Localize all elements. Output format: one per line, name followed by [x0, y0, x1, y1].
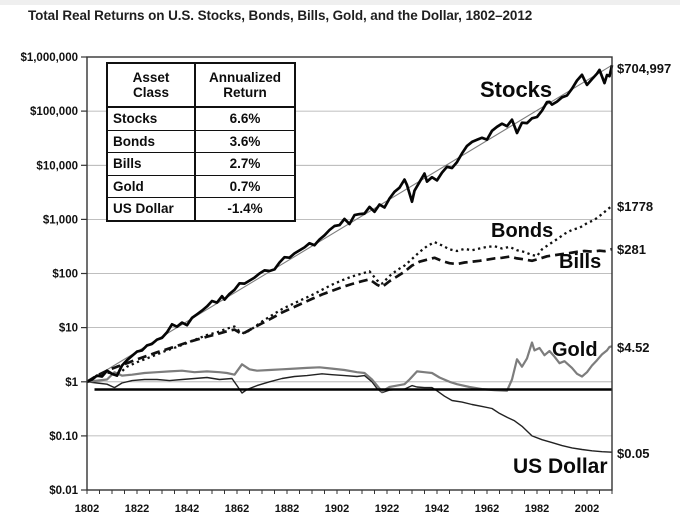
legend-table: Asset Class Annualized Return Stocks 6.6…: [106, 62, 296, 222]
x-axis-tick-label: 1982: [525, 503, 549, 515]
legend-asset-name: Stocks: [108, 108, 196, 130]
y-axis-tick-label: $0.01: [49, 485, 78, 497]
x-axis-tick-label: 1962: [475, 503, 499, 515]
legend-asset-name: Bonds: [108, 130, 196, 152]
us-dollar-end-value-label: $0.05: [617, 446, 650, 461]
bills-series-label: Bills: [559, 251, 602, 273]
legend-asset-return: 3.6%: [229, 133, 261, 149]
y-axis-tick-label: $0.10: [49, 431, 78, 443]
legend-row-bills: Bills 2.7%: [108, 152, 294, 175]
y-axis-tick-label: $1: [65, 377, 78, 389]
x-axis-tick-label: 1862: [225, 503, 249, 515]
legend-header-return-line1: Annualized: [208, 70, 281, 85]
gold-series-label: Gold: [552, 339, 598, 361]
x-axis-tick-label: 2002: [575, 503, 599, 515]
legend-row-stocks: Stocks 6.6%: [108, 108, 294, 130]
stocks-series-label: Stocks: [480, 77, 553, 102]
legend-header-return-line2: Return: [223, 85, 267, 100]
x-axis-tick-label: 1902: [325, 503, 349, 515]
x-axis-tick-label: 1942: [425, 503, 449, 515]
y-axis-tick-label: $100: [52, 269, 78, 281]
legend-row-bonds: Bonds 3.6%: [108, 129, 294, 152]
y-axis-tick-label: $100,000: [30, 106, 78, 118]
x-axis-tick-label: 1922: [375, 503, 399, 515]
y-axis-tick-label: $10: [59, 323, 78, 335]
x-axis-tick-label: 1882: [275, 503, 299, 515]
y-axis-tick-label: $1,000: [43, 214, 78, 226]
legend-row-us-dollar: US Dollar -1.4%: [108, 197, 294, 220]
legend-asset-return: 6.6%: [229, 111, 261, 127]
x-axis-tick-label: 1802: [75, 503, 99, 515]
legend-asset-name: Bills: [108, 153, 196, 175]
legend-asset-return: -1.4%: [227, 201, 263, 217]
legend-asset-name: US Dollar: [108, 198, 196, 220]
legend-table-header: Asset Class Annualized Return: [108, 64, 294, 108]
series-line-bills: [86, 247, 613, 383]
series-line-dollar: [86, 373, 613, 453]
legend-asset-return: 2.7%: [229, 156, 261, 172]
series-line-stocks: [86, 64, 614, 384]
x-axis-tick-label: 1842: [175, 503, 199, 515]
legend-asset-return: 0.7%: [229, 178, 261, 194]
stocks-end-value-label: $704,997: [617, 61, 672, 76]
bills-end-value-label: $281: [617, 242, 646, 257]
top-edge-strip: [0, 0, 680, 5]
bonds-end-value-label: $1778: [617, 199, 654, 214]
series-line-gold: [86, 341, 613, 393]
us-dollar-series-label: US Dollar: [513, 455, 608, 478]
chart-title: Total Real Returns on U.S. Stocks, Bonds…: [28, 8, 533, 23]
y-axis-tick-label: $10,000: [36, 160, 78, 172]
legend-asset-name: Gold: [108, 175, 196, 197]
x-axis-tick-label: 1822: [125, 503, 149, 515]
gold-end-value-label: $4.52: [617, 340, 650, 355]
legend-header-asset-line2: Class: [132, 85, 170, 100]
series-line-bonds: [86, 204, 613, 383]
y-axis-tick-label: $1,000,000: [20, 52, 78, 64]
bonds-series-label: Bonds: [491, 220, 554, 242]
legend-header-asset-line1: Asset: [132, 70, 170, 85]
legend-row-gold: Gold 0.7%: [108, 174, 294, 197]
